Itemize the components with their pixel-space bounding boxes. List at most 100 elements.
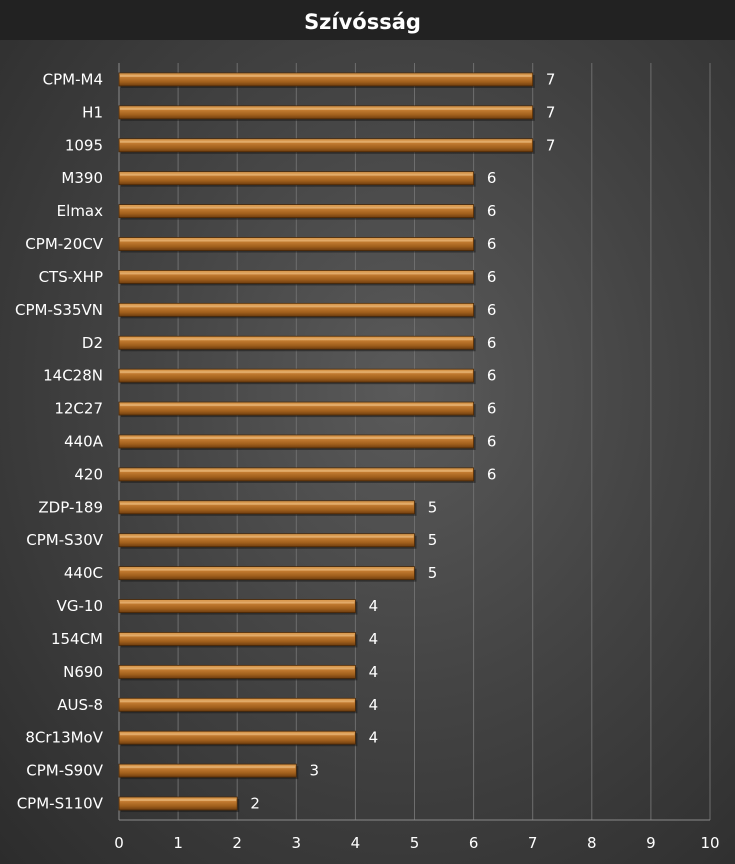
category-label: 14C28N [43,367,103,385]
bar-highlight [120,107,532,110]
bar-highlight [120,173,473,176]
data-label: 7 [546,70,556,88]
data-label: 6 [487,202,497,220]
bar-highlight [120,535,414,538]
bar [118,401,475,416]
bar [118,368,475,383]
category-label: ZDP-189 [38,498,103,516]
data-label: 4 [369,696,379,714]
bar [118,697,356,712]
data-label: 6 [487,465,497,483]
bar [118,533,415,548]
bar [118,204,475,219]
category-label: CPM-S90V [26,762,103,780]
category-label: AUS-8 [57,696,103,714]
bar-highlight [120,140,532,143]
category-label: Elmax [57,202,103,220]
data-label: 6 [487,235,497,253]
bar-highlight [120,272,473,275]
bar-highlight [120,338,473,341]
category-label: 154CM [51,630,103,648]
x-tick-label: 1 [173,834,183,852]
x-tick-label: 10 [700,834,719,852]
bar [118,500,415,515]
data-label: 4 [369,663,379,681]
data-label: 4 [369,597,379,615]
bars [118,72,535,813]
category-label: 440C [64,564,103,582]
bar [118,237,475,251]
category-label: 12C27 [54,400,103,418]
x-tick-label: 5 [410,834,420,852]
bar [118,138,534,153]
data-label: 3 [310,762,320,780]
x-tick-label: 9 [646,834,656,852]
bar-highlight [120,700,355,703]
bar [118,763,297,778]
data-label: 6 [487,433,497,451]
category-label: 420 [74,465,103,483]
bar [118,599,356,613]
bar [118,105,534,120]
x-tick-label: 7 [528,834,538,852]
bar-highlight [120,206,473,209]
bar [118,302,475,317]
category-label: CTS-XHP [39,268,103,286]
bar-highlight [120,469,473,472]
x-tick-label: 6 [469,834,479,852]
data-label: 6 [487,169,497,187]
bar [118,72,534,87]
bar-highlight [120,568,414,571]
category-label: VG-10 [57,597,103,615]
x-tick-label: 8 [587,834,597,852]
title-bar [0,0,735,40]
bar-highlight [120,766,296,769]
category-label: 8Cr13MoV [25,729,103,747]
data-label: 6 [487,301,497,319]
bar-highlight [120,634,355,637]
category-label: D2 [82,334,103,352]
bar-highlight [120,733,355,736]
category-label: M390 [61,169,103,187]
bar-highlight [120,239,473,242]
bar-highlight [120,502,414,505]
bar-highlight [120,667,355,670]
data-label: 6 [487,400,497,418]
bar [118,632,356,646]
bar-highlight [120,799,237,802]
data-label: 4 [369,630,379,648]
category-label: N690 [63,663,103,681]
data-label: 5 [428,498,438,516]
bar-highlight [120,437,473,439]
data-label: 6 [487,367,497,385]
data-label: 2 [250,795,260,813]
chart-title: Szívósság [304,10,421,34]
bar [118,664,356,679]
bar-highlight [120,404,473,407]
bar [118,730,356,745]
bar [118,270,475,284]
data-label: 7 [546,103,556,121]
data-label: 7 [546,136,556,154]
bar [118,467,475,482]
bar-highlight [120,305,473,308]
category-label: CPM-S30V [26,531,103,549]
category-label: CPM-20CV [25,235,103,253]
bar [118,566,415,581]
data-label: 5 [428,531,438,549]
data-label: 6 [487,334,497,352]
x-tick-label: 2 [232,834,242,852]
category-label: 440A [64,433,104,451]
category-label: CPM-S110V [17,795,104,813]
data-label: 4 [369,729,379,747]
bar [118,796,238,811]
category-label: CPM-M4 [43,70,103,88]
bar-highlight [120,371,473,374]
category-label: CPM-S35VN [15,301,103,319]
bar-highlight [120,74,532,77]
category-label: 1095 [65,136,103,154]
x-tick-label: 0 [114,834,124,852]
data-label: 6 [487,268,497,286]
bar [118,335,475,350]
